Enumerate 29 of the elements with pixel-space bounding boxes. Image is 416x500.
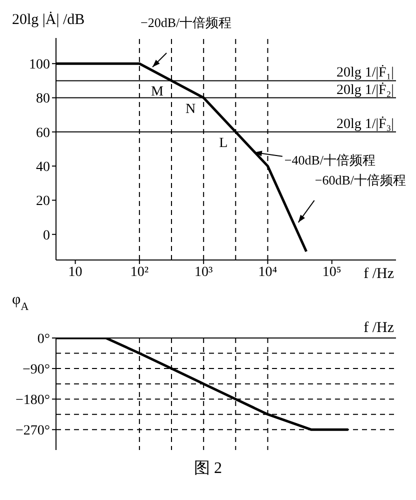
annotation: −20dB/十倍频程 [140, 15, 232, 30]
y-tick-label: 20 [36, 194, 50, 210]
x-tick-label: 10⁵ [322, 264, 342, 280]
ref-line-label: 20lg 1/|Ḟ₃| [336, 116, 394, 132]
annotation: L [219, 136, 228, 151]
annotation: M [151, 84, 164, 100]
y-tick-label: 80 [36, 92, 50, 107]
annotation: −60dB/十倍频程 [314, 172, 406, 188]
y-tick-label: 0 [43, 228, 50, 244]
y-tick-label: 100 [29, 58, 50, 73]
x-tick-label: 10 [68, 264, 82, 280]
annotation: N [185, 102, 196, 117]
ref-line-label: 20lg 1/|Ḟ₂| [336, 82, 394, 98]
x-tick-label: 10³ [194, 264, 213, 280]
y-tick-label: 0° [37, 332, 50, 347]
x-tick-label: 10² [130, 264, 149, 280]
y-tick-label: −180° [16, 393, 50, 408]
x-axis-title: f /Hz [364, 266, 394, 282]
y-axis-title: φ$_{A}$ [12, 292, 30, 313]
annotation: −40dB/十倍频程 [284, 152, 376, 168]
y-tick-label: 40 [36, 160, 50, 176]
caption: 图 2 [193, 459, 223, 479]
y-axis-title: 20lg |Ȧ| /dB [12, 11, 85, 28]
y-tick-label: 60 [36, 126, 50, 141]
x-axis-title: f /Hz [364, 320, 394, 336]
x-tick-label: 10⁴ [258, 264, 278, 280]
ref-line-label: 20lg 1/|Ḟ₁| [336, 64, 394, 81]
y-tick-label: −270° [16, 424, 50, 439]
y-tick-label: −90° [22, 362, 50, 378]
